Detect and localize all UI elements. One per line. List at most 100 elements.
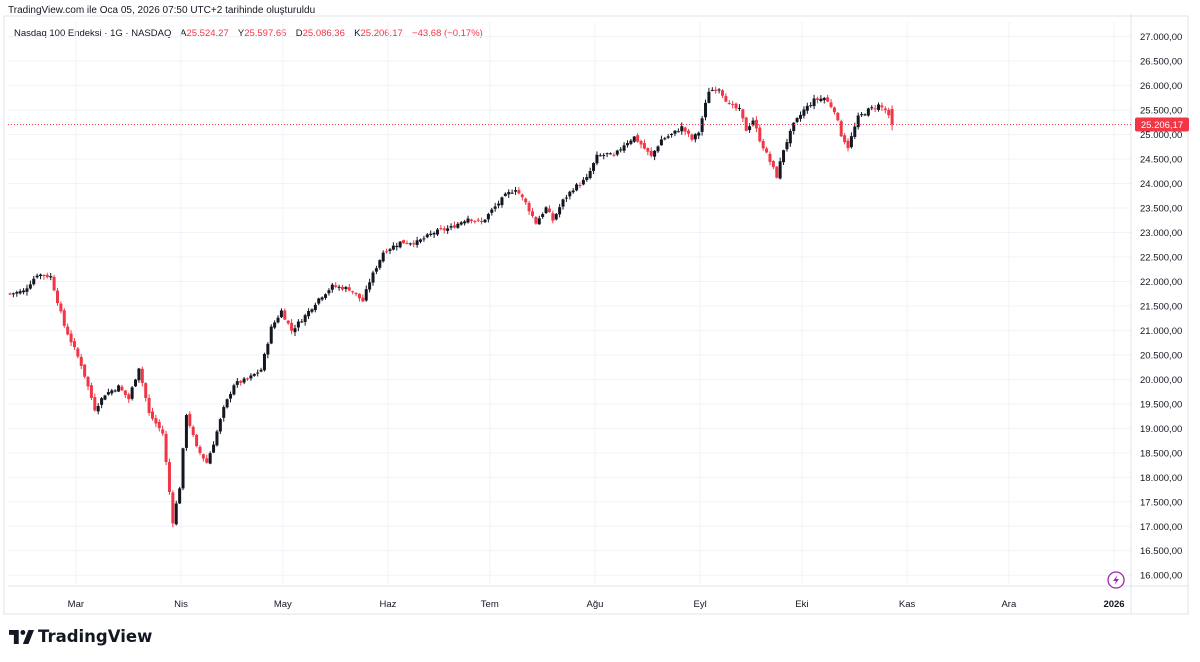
candle-body [374, 268, 378, 272]
candle-body [347, 287, 351, 291]
candle-body [313, 304, 317, 311]
candle-body [174, 503, 178, 525]
candle-body [188, 413, 192, 426]
candle-body [537, 218, 541, 225]
candle-body [666, 136, 670, 138]
candle-body [106, 392, 110, 395]
candle-body [741, 109, 745, 119]
candle-body [205, 458, 209, 463]
y-tick-label: 24.000,00 [1140, 179, 1182, 190]
candle-body [446, 228, 450, 231]
candle-body [592, 163, 596, 171]
candle-body [22, 290, 26, 293]
x-tick-label: Ağu [586, 599, 603, 610]
last-price-badge [1135, 117, 1189, 132]
candle-body [717, 89, 721, 91]
candle-body [595, 154, 599, 164]
candle-body [459, 222, 463, 225]
candle-body [520, 194, 524, 198]
candle-body [140, 368, 144, 383]
candle-body [693, 134, 697, 140]
candle-body [748, 126, 752, 131]
candle-body [252, 374, 256, 376]
grid-lines [8, 22, 1131, 585]
candle-body [100, 398, 104, 405]
candle-body [279, 310, 283, 318]
candle-body [880, 105, 884, 108]
candle-body [62, 310, 66, 326]
candle-body [819, 98, 823, 102]
candle-body [8, 293, 12, 295]
candle-body [184, 415, 188, 448]
candle-body [826, 97, 830, 102]
candle-body [815, 98, 819, 100]
candle-body [490, 209, 494, 213]
y-tick-label: 17.500,00 [1140, 497, 1182, 508]
candle-body [242, 378, 246, 383]
candle-body [714, 89, 718, 92]
symbol-legend[interactable]: Nasdaq 100 Endeksi · 1G · NASDAQ A25.524… [14, 28, 483, 39]
candle-body [554, 214, 558, 220]
candle-body [731, 103, 735, 105]
candle-body [181, 448, 185, 489]
candle-body [134, 379, 138, 387]
candle-body [361, 297, 365, 302]
candle-body [687, 130, 691, 134]
change-value: −43,68 (−0,17%) [412, 28, 483, 39]
candle-body [256, 372, 260, 374]
candle-body [432, 233, 436, 235]
candle-body [262, 354, 266, 371]
candle-body [371, 272, 375, 283]
y-tick-label: 22.000,00 [1140, 277, 1182, 288]
x-tick-label: Kas [899, 599, 916, 610]
candle-body [344, 287, 348, 289]
y-tick-label: 22.500,00 [1140, 252, 1182, 263]
candle-body [330, 284, 334, 290]
candle-body [405, 243, 409, 245]
candle-body [700, 118, 704, 132]
candle-body [422, 238, 426, 240]
candle-body [771, 161, 775, 168]
candle-body [195, 434, 199, 447]
candle-body [307, 311, 311, 317]
x-tick-label: Eki [795, 599, 808, 610]
candle-body [127, 394, 131, 400]
candle-body [83, 364, 87, 377]
candle-body [198, 446, 202, 453]
candle-body [378, 260, 382, 268]
x-tick-label: Eyl [694, 599, 707, 610]
candle-body [463, 221, 467, 224]
candle-body [497, 203, 501, 206]
candle-body [680, 126, 684, 132]
candle-body [483, 219, 487, 223]
candle-body [364, 289, 368, 301]
candle-body [829, 102, 833, 108]
candle-body [544, 207, 548, 214]
x-tick-label: Haz [380, 599, 397, 610]
candle-body [619, 149, 623, 151]
candle-body [79, 356, 83, 366]
lightning-icon[interactable] [1107, 571, 1125, 589]
candle-body [575, 184, 579, 191]
candle-body [28, 284, 32, 289]
candle-body [215, 431, 219, 446]
candle-body [96, 405, 100, 412]
candle-body [388, 249, 392, 252]
candle-body [836, 112, 840, 121]
candle-body [795, 118, 799, 122]
candle-body [646, 148, 650, 152]
candle-body [500, 197, 504, 206]
low-value: 25.086,36 [302, 28, 345, 39]
x-tick-label: 2026 [1103, 599, 1124, 610]
candle-body [171, 492, 175, 524]
candle-body [435, 229, 439, 235]
candle-body [398, 241, 402, 248]
candle-body [144, 383, 148, 399]
candle-body [632, 136, 636, 142]
tradingview-brand[interactable]: TradingView [9, 627, 152, 646]
candle-body [676, 131, 680, 133]
candle-body [622, 145, 626, 151]
candle-body [276, 317, 280, 323]
symbol-title[interactable]: Nasdaq 100 Endeksi · 1G · NASDAQ [14, 28, 172, 39]
